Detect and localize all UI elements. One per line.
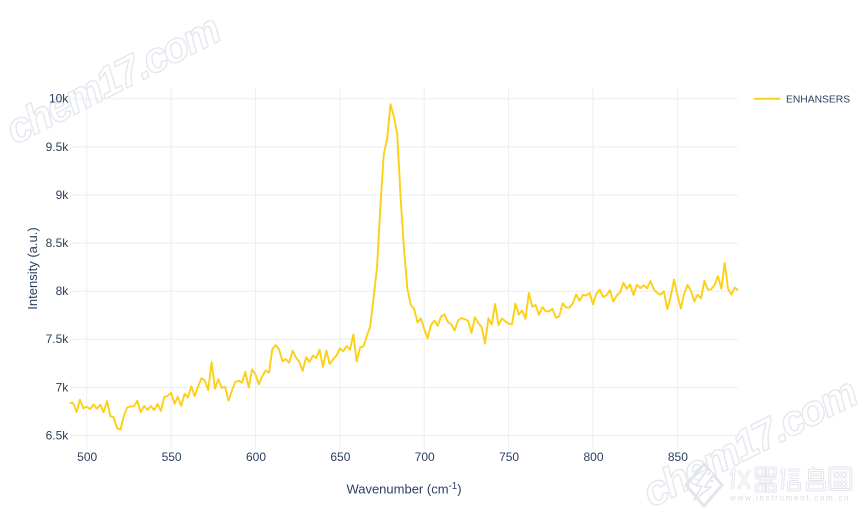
- svg-text:www.instrument.com.cn: www.instrument.com.cn: [729, 494, 850, 503]
- svg-text:9.5k: 9.5k: [46, 140, 70, 154]
- svg-text:7.5k: 7.5k: [46, 332, 70, 346]
- svg-text:750: 750: [499, 450, 519, 464]
- svg-text:10k: 10k: [49, 92, 69, 106]
- svg-text:6.5k: 6.5k: [46, 428, 70, 442]
- svg-text:8.5k: 8.5k: [46, 236, 70, 250]
- svg-text:8k: 8k: [56, 284, 70, 298]
- svg-text:chem17.com: chem17.com: [0, 5, 227, 153]
- svg-text:550: 550: [162, 450, 182, 464]
- svg-text:800: 800: [583, 450, 603, 464]
- svg-text:Intensity (a.u.): Intensity (a.u.): [25, 227, 40, 309]
- svg-text:850: 850: [668, 450, 688, 464]
- svg-text:500: 500: [77, 450, 97, 464]
- svg-text:700: 700: [415, 450, 435, 464]
- svg-text:ENHANSERS: ENHANSERS: [786, 94, 850, 105]
- svg-text:9k: 9k: [56, 188, 70, 202]
- svg-text:600: 600: [246, 450, 266, 464]
- svg-text:Wavenumber (cm-1): Wavenumber (cm-1): [346, 481, 461, 497]
- svg-text:650: 650: [330, 450, 350, 464]
- svg-text:7k: 7k: [56, 380, 70, 394]
